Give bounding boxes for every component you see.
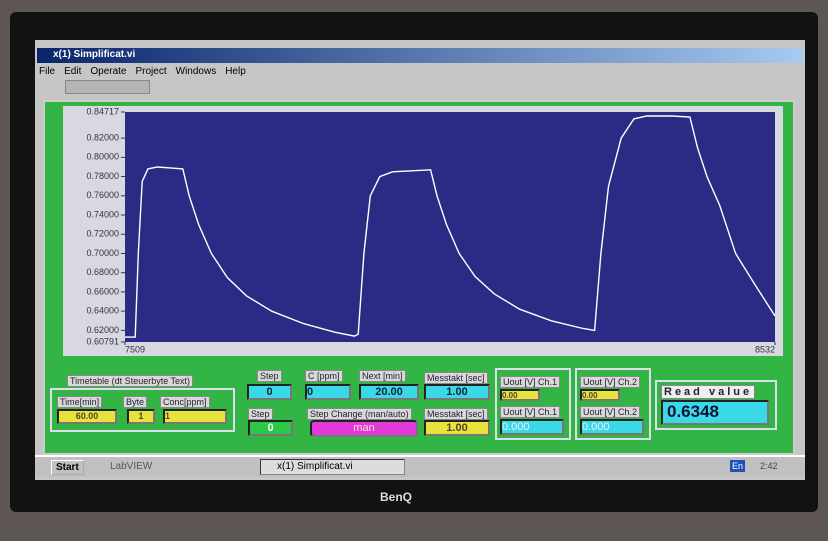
label: Timetable (dt Steuerbyte Text) — [67, 375, 193, 387]
label: Read value — [661, 385, 755, 399]
y-tick-label: 0.66000 — [86, 286, 119, 296]
y-tick-label: 0.70000 — [86, 248, 119, 258]
y-tick-label: 0.82000 — [86, 132, 119, 142]
label: Next [min] — [359, 370, 406, 382]
y-tick-label: 0.80000 — [86, 152, 119, 162]
y-tick-label: 0.74000 — [86, 209, 119, 219]
plot-area — [125, 112, 775, 342]
input[interactable]: 1 — [127, 409, 155, 424]
taskbar: Start LabVIEW x(1) Simplificat.vi En 2:4… — [35, 455, 805, 477]
input[interactable]: 0.00 — [500, 389, 540, 401]
clock: 2:42 — [760, 461, 778, 471]
input[interactable]: 1 — [163, 409, 227, 424]
label: Messtakt [sec] — [424, 408, 488, 420]
x-tick-label: 8532 — [755, 344, 775, 354]
y-tick-label: 0.68000 — [86, 267, 119, 277]
label: C [ppm] — [305, 370, 343, 382]
label: Uout [V] Ch.2 — [580, 376, 640, 388]
indicator: 0 — [305, 384, 351, 400]
y-tick-label: 0.78000 — [86, 171, 119, 181]
monitor-brand: BenQ — [380, 490, 412, 504]
label: Byte — [123, 396, 147, 408]
label: Step — [248, 408, 273, 420]
label: Messtakt [sec] — [424, 372, 488, 384]
page: BenQ x(1) Simplificat.vi FileEditOperate… — [0, 0, 828, 541]
start-button[interactable]: Start — [51, 460, 84, 475]
x-tick-label: 7509 — [125, 344, 145, 354]
y-tick-label: 0.60791 — [86, 336, 119, 346]
y-tick-label: 0.64000 — [86, 306, 119, 316]
y-tick-label: 0.62000 — [86, 325, 119, 335]
input[interactable]: 60.00 — [57, 409, 117, 424]
y-tick-label: 0.76000 — [86, 190, 119, 200]
task-button[interactable]: x(1) Simplificat.vi — [260, 459, 405, 475]
label: Time[min] — [57, 396, 102, 408]
language-indicator[interactable]: En — [730, 460, 745, 472]
indicator: 0.000 — [500, 419, 564, 435]
y-tick-label: 0.72000 — [86, 229, 119, 239]
input[interactable]: 0.00 — [580, 389, 620, 401]
label: Step Change (man/auto) — [307, 408, 412, 420]
label: Conc[ppm] — [160, 396, 210, 408]
input[interactable]: 1.00 — [424, 384, 490, 400]
indicator: 0 — [247, 384, 292, 400]
input[interactable]: 1.00 — [424, 420, 490, 436]
label: Step — [257, 370, 282, 382]
indicator: 0.000 — [580, 419, 644, 435]
label: Uout [V] Ch.1 — [500, 376, 560, 388]
switch[interactable]: man — [310, 420, 418, 437]
label: Uout [V] Ch.2 — [580, 406, 640, 418]
quick-launch[interactable]: LabVIEW — [110, 461, 152, 472]
indicator: 20.00 — [359, 384, 419, 400]
indicator: 0.6348 — [661, 400, 769, 425]
label: Uout [V] Ch.1 — [500, 406, 560, 418]
y-tick-label: 0.84717 — [86, 106, 119, 116]
input[interactable]: 0 — [248, 420, 293, 436]
